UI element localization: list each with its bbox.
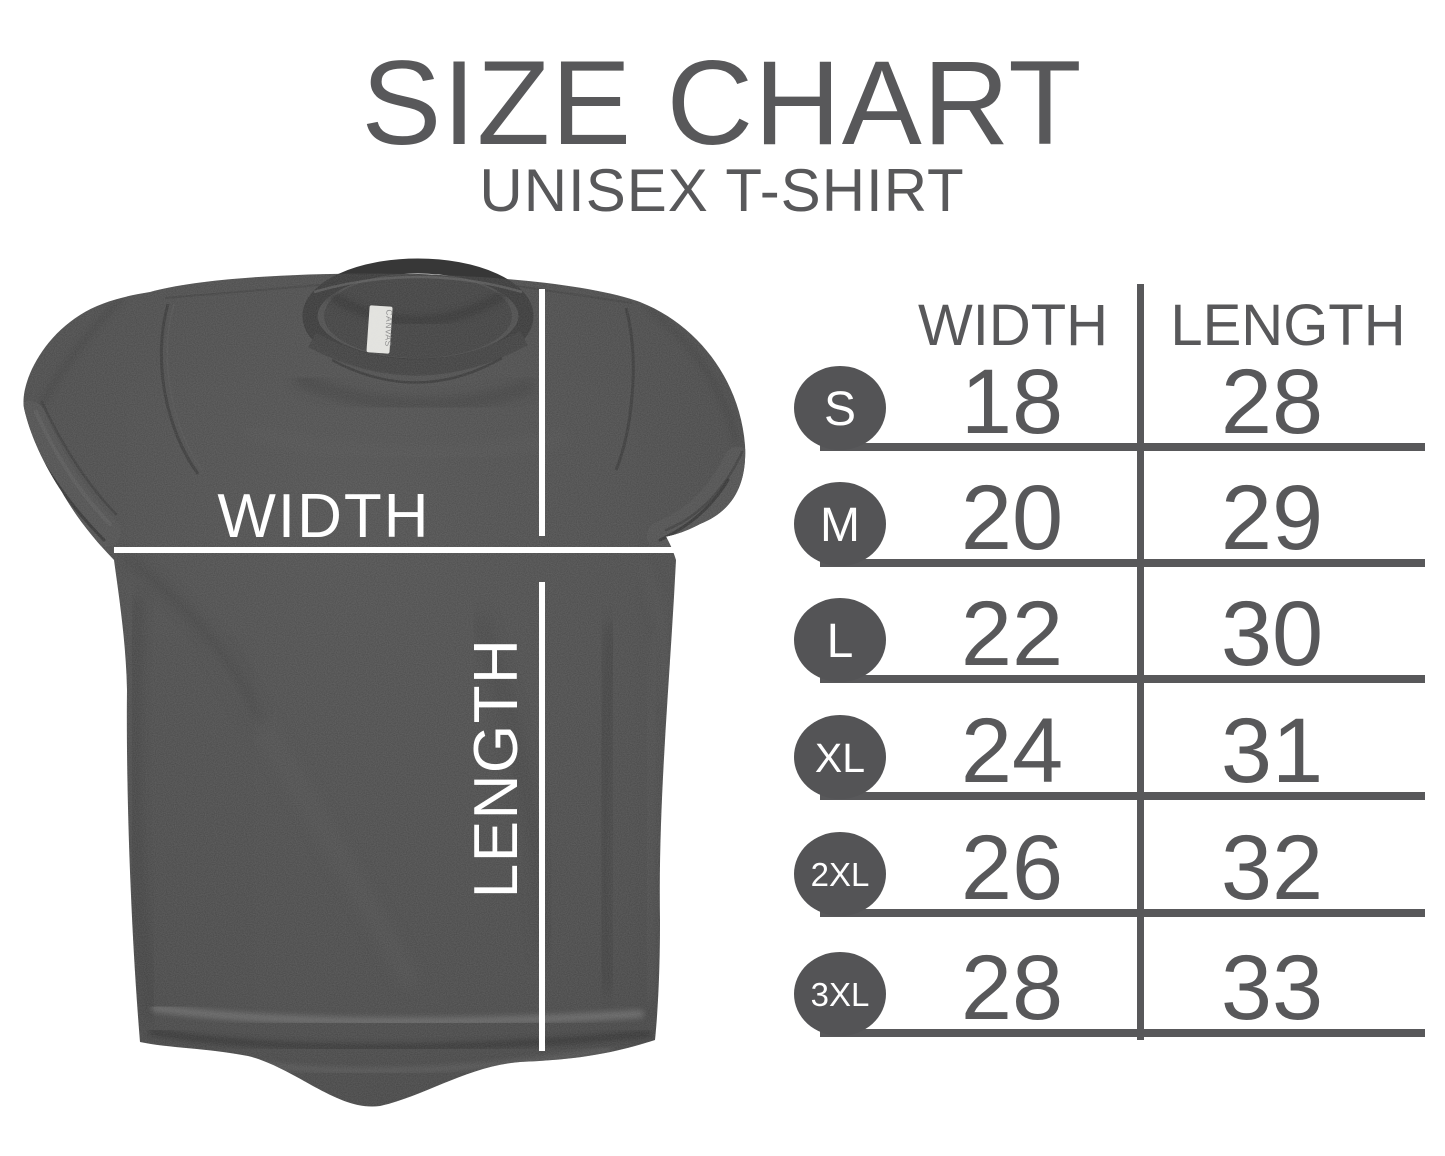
- header: SIZE CHART UNISEX T-SHIRT: [361, 36, 1082, 224]
- size-badge-label: M: [820, 499, 860, 552]
- table-row: 24 31 XL: [794, 700, 1425, 802]
- table-row: 28 33 3XL: [794, 937, 1425, 1039]
- length-value: 33: [1221, 937, 1323, 1039]
- table-row: 26 32 2XL: [794, 817, 1425, 919]
- row-line: [820, 559, 1425, 567]
- size-badge: [794, 366, 886, 450]
- length-value: 31: [1221, 700, 1323, 802]
- heather-texture: [23, 273, 746, 1107]
- page-subtitle: UNISEX T-SHIRT: [479, 157, 964, 224]
- size-badge-label: XL: [815, 735, 865, 781]
- width-value: 28: [961, 937, 1063, 1039]
- row-line: [820, 1029, 1425, 1037]
- table-row: 22 30 L: [794, 583, 1425, 685]
- size-badge-label: L: [827, 615, 854, 668]
- size-badge: [794, 715, 886, 799]
- tshirt-photo: CANVAS WIDTH LENGTH: [23, 258, 746, 1107]
- size-badge-label: 3XL: [811, 976, 870, 1013]
- table-row: 18 28 S: [794, 351, 1425, 453]
- size-badge-label: S: [824, 383, 856, 436]
- row-line: [820, 675, 1425, 683]
- size-badge: [794, 482, 886, 566]
- size-badge: [794, 952, 886, 1036]
- row-line: [820, 443, 1425, 451]
- page-title: SIZE CHART: [361, 36, 1082, 170]
- shirt-length-label: LENGTH: [462, 638, 531, 898]
- length-measure-line-lower: [539, 582, 545, 1051]
- length-value: 32: [1221, 817, 1323, 919]
- length-value: 30: [1221, 583, 1323, 685]
- width-value: 22: [961, 583, 1063, 685]
- width-measure-line: [114, 547, 686, 553]
- column-divider: [1137, 284, 1144, 1040]
- col-header-length: LENGTH: [1170, 293, 1405, 358]
- row-line: [820, 909, 1425, 917]
- width-value: 24: [961, 700, 1063, 802]
- width-value: 20: [961, 467, 1063, 569]
- size-table: WIDTH LENGTH 18 28 S 20 29 M 22 30 L: [794, 284, 1425, 1040]
- width-value: 18: [961, 351, 1063, 453]
- size-badge-label: 2XL: [811, 856, 870, 893]
- row-line: [820, 792, 1425, 800]
- length-measure-line-upper: [539, 289, 545, 536]
- size-badge: [794, 832, 886, 916]
- shirt-width-label: WIDTH: [217, 482, 430, 551]
- size-badge: [794, 598, 886, 682]
- table-row: 20 29 M: [794, 467, 1425, 569]
- col-header-width: WIDTH: [918, 293, 1108, 358]
- length-value: 29: [1221, 467, 1323, 569]
- measurement-overlay: WIDTH LENGTH: [114, 289, 686, 1051]
- length-value: 28: [1221, 351, 1323, 453]
- width-value: 26: [961, 817, 1063, 919]
